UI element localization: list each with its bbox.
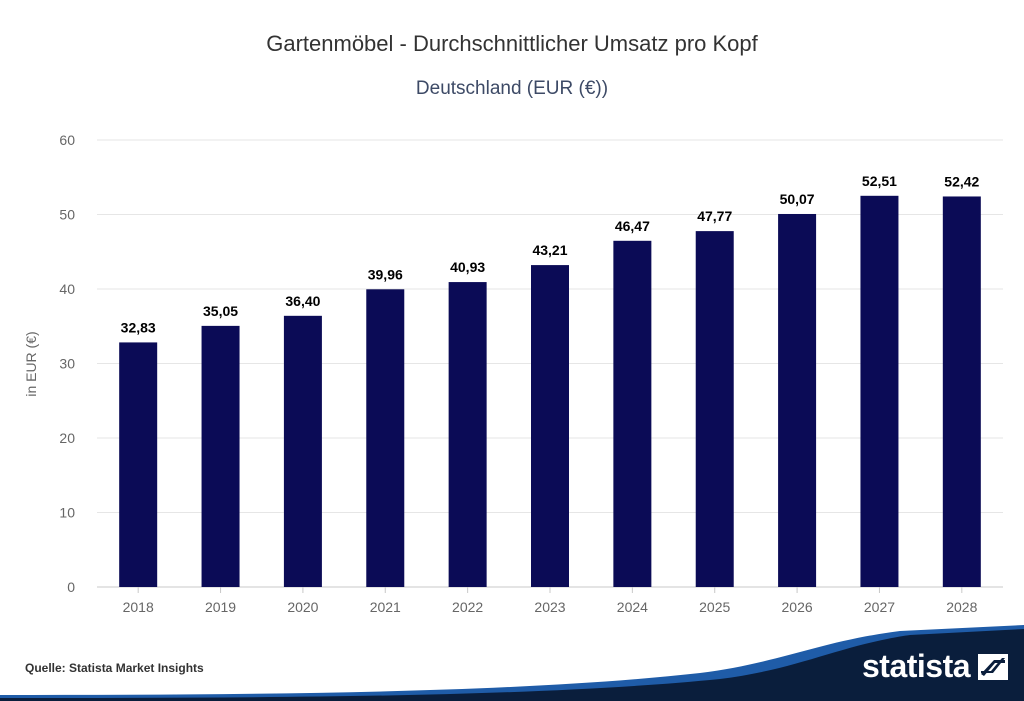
x-tick-label: 2023 (534, 599, 565, 615)
bar-value-label: 39,96 (368, 266, 403, 282)
x-tick-label: 2020 (287, 599, 318, 615)
x-tick-label: 2022 (452, 599, 483, 615)
y-tick-label: 10 (59, 505, 75, 521)
bar-2027[interactable] (860, 195, 899, 587)
bar-value-label: 50,07 (780, 191, 815, 207)
x-axis-ticks: 2018 2019 2020 2021 2022 2023 2024 2025 2026 2027… (123, 587, 978, 615)
y-axis-label: in EUR (€) (23, 331, 39, 396)
bars (119, 195, 981, 587)
source-note[interactable]: Quelle: Statista Market Insights (25, 661, 204, 675)
y-tick-label: 20 (59, 430, 75, 446)
x-tick-label: 2027 (864, 599, 895, 615)
bar-2025[interactable] (695, 231, 734, 587)
y-tick-label: 50 (59, 207, 75, 223)
bar-2028[interactable] (942, 196, 981, 587)
bar-value-label: 47,77 (697, 208, 732, 224)
y-tick-label: 40 (59, 281, 75, 297)
bar-2026[interactable] (778, 213, 817, 587)
bar-value-label: 32,83 (121, 319, 156, 335)
bar-value-label: 35,05 (203, 303, 238, 319)
bar-value-label: 36,40 (285, 293, 320, 309)
x-tick-label: 2019 (205, 599, 236, 615)
value-labels: 32,83 35,05 36,40 39,96 40,93 43,21 46,47 47,77… (121, 173, 980, 336)
chart-subtitle: Deutschland (EUR (€)) (415, 78, 609, 99)
x-tick-label: 2028 (946, 599, 977, 615)
bar-value-label: 43,21 (532, 242, 567, 258)
bar-2018[interactable] (119, 342, 158, 587)
bar-value-label: 52,42 (944, 173, 979, 189)
bar-value-label: 40,93 (450, 259, 485, 275)
statista-logo-icon (978, 653, 1009, 680)
footer-wave (0, 625, 1024, 701)
bar-2021[interactable] (366, 289, 405, 587)
bar-2020[interactable] (283, 315, 322, 587)
bar-value-label: 52,51 (862, 173, 897, 189)
bar-2024[interactable] (613, 240, 652, 587)
y-tick-label: 30 (59, 356, 75, 372)
bar-chart: 0 10 20 30 40 50 60 32,83 35,05 36,40 39,96 40,93 4… (23, 132, 1003, 615)
chart-title: Gartenmöbel - Durchschnittlicher Umsatz … (266, 31, 758, 56)
bar-2019[interactable] (201, 325, 240, 587)
bar-2022[interactable] (448, 282, 487, 587)
statista-logo[interactable]: statista (862, 648, 1009, 685)
brand-wordmark: statista (862, 648, 971, 684)
x-tick-label: 2024 (617, 599, 648, 615)
y-tick-label: 60 (59, 132, 75, 148)
x-tick-label: 2025 (699, 599, 730, 615)
x-tick-label: 2018 (123, 599, 154, 615)
y-axis-ticks: 0 10 20 30 40 50 60 (59, 132, 75, 595)
bar-2023[interactable] (531, 265, 569, 587)
x-tick-label: 2021 (370, 599, 401, 615)
y-tick-label: 0 (67, 579, 75, 595)
x-tick-label: 2026 (782, 599, 813, 615)
bar-value-label: 46,47 (615, 218, 650, 234)
